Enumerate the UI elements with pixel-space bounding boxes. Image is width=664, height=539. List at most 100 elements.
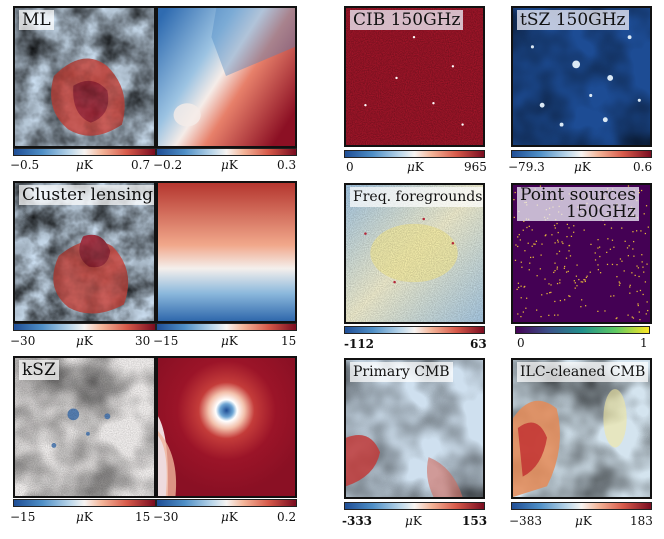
ps-cbar-max: 1: [640, 336, 648, 350]
freq-colorbar: [344, 326, 485, 334]
point-source: [546, 292, 548, 295]
point-source: [637, 303, 639, 305]
point-source: [573, 280, 575, 282]
point-source: [638, 311, 640, 313]
point-source: [539, 268, 541, 270]
lensing-dipole-map: [158, 183, 295, 321]
lensing-cbar-max: 30: [135, 334, 151, 348]
ksz-ring-map: [158, 358, 295, 496]
point-source: [540, 254, 542, 256]
ksz-ring-panel: [156, 356, 297, 498]
point-source: [642, 293, 644, 296]
point-source: [513, 198, 515, 201]
point-source: [584, 305, 587, 307]
cib-map: [346, 8, 483, 145]
tsz-cbar-max: 0.6: [633, 160, 653, 174]
point-source: [549, 292, 551, 294]
ksz-ring-cbar-unit: μK: [221, 510, 238, 524]
point-source: [522, 311, 524, 313]
point-source: [644, 232, 647, 235]
primary-cmb-title: Primary CMB: [350, 362, 453, 382]
ksz-cbar-unit: μK: [76, 510, 93, 524]
point-source: [539, 185, 542, 187]
point-source: [629, 284, 631, 286]
point-source: [629, 286, 631, 288]
point-source: [627, 255, 630, 257]
point-source: [647, 309, 649, 312]
point-source: [565, 257, 568, 259]
lensing-cbar-min: −30: [10, 334, 36, 348]
ilc-colorbar: [511, 502, 652, 510]
point-source: [554, 227, 556, 229]
point-source: [569, 255, 572, 257]
point-source: [637, 267, 640, 269]
ml-cbar-unit: μK: [76, 158, 93, 172]
point-source: [638, 191, 640, 194]
point-source: [634, 274, 636, 277]
point-source: [607, 238, 609, 240]
point-source: [559, 299, 561, 302]
point-source: [599, 255, 601, 258]
point-source: [584, 280, 586, 283]
tsz-title: tSZ 150GHz: [517, 10, 629, 30]
point-source: [557, 239, 559, 241]
point-sources-panel: Point sources 150GHz: [511, 183, 652, 324]
point-source: [559, 282, 561, 284]
ml-title: ML: [19, 10, 54, 30]
point-source: [583, 278, 585, 281]
point-source: [519, 239, 521, 241]
ml-dipole-cbar-unit: μK: [221, 158, 238, 172]
point-source: [629, 292, 631, 294]
ksz-panel: kSZ: [13, 356, 156, 498]
point-source: [581, 281, 584, 283]
point-source: [597, 264, 599, 266]
point-source: [610, 227, 613, 229]
ml-colorbar: [13, 148, 156, 156]
point-source: [529, 262, 531, 264]
freq-cbar-max: 63: [470, 337, 487, 351]
point-source: [541, 243, 543, 245]
point-source: [553, 271, 555, 274]
lensing-cbar-unit: μK: [76, 334, 93, 348]
tsz-cbar-unit: μK: [574, 160, 591, 174]
point-source: [632, 317, 635, 319]
point-source: [574, 282, 576, 284]
point-source: [528, 269, 530, 271]
point-source: [599, 272, 602, 274]
ml-dipole-colorbar: [156, 148, 297, 156]
point-source: [554, 262, 556, 264]
point-source: [626, 247, 629, 249]
ksz-map: [15, 358, 154, 496]
point-source: [567, 270, 569, 273]
point-source: [597, 269, 599, 271]
point-source: [640, 189, 643, 192]
point-source: [583, 229, 585, 231]
tsz-map: [513, 8, 650, 145]
point-source: [615, 317, 617, 320]
point-source: [636, 230, 638, 232]
point-source: [631, 316, 633, 318]
point-source: [521, 266, 523, 268]
point-source: [545, 234, 547, 236]
point-source: [594, 252, 596, 254]
point-source: [643, 271, 645, 273]
point-source: [568, 295, 570, 297]
point-source: [606, 251, 608, 254]
point-source: [594, 259, 597, 261]
point-source: [541, 294, 543, 296]
point-source: [534, 243, 536, 245]
point-source: [566, 236, 568, 238]
point-source: [522, 229, 524, 231]
ml-dipole-cbar-max: 0.3: [277, 158, 297, 172]
point-source: [580, 281, 582, 283]
point-source: [520, 315, 522, 318]
point-source: [575, 275, 578, 277]
point-source: [520, 261, 522, 263]
point-source: [610, 295, 612, 297]
point-source: [628, 245, 630, 247]
lensing-dipole-panel: [156, 181, 297, 323]
point-source: [514, 191, 516, 194]
point-source: [639, 289, 642, 292]
cib-panel: CIB 150GHz: [344, 6, 485, 147]
point-source: [589, 271, 591, 273]
